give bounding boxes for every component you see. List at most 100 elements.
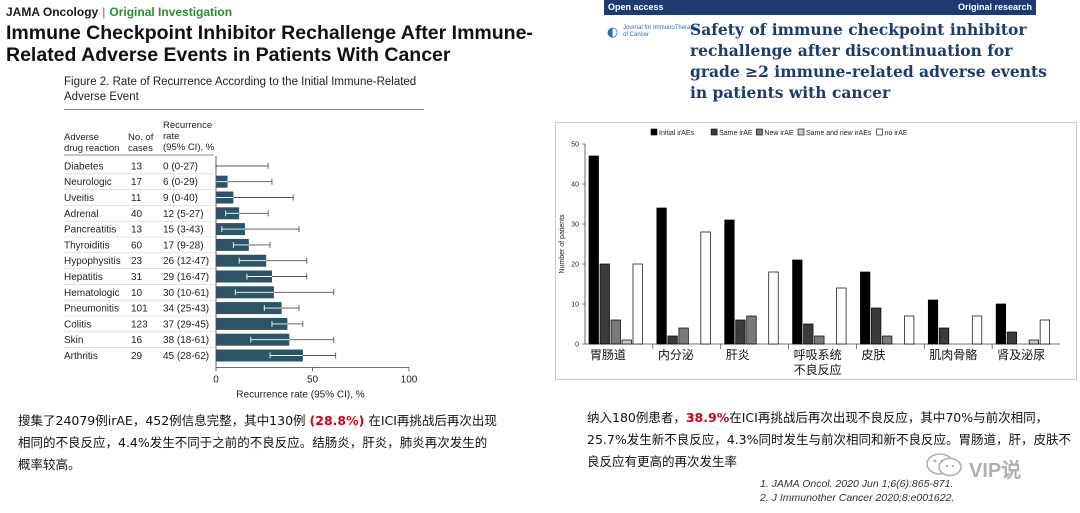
legend-swatch [650, 128, 658, 136]
category-label: Thyroiditis [64, 240, 110, 251]
cases-label: 11 [131, 193, 142, 204]
right-article-title: Safety of immune checkpoint inhibitor re… [690, 20, 1047, 102]
column-header: Adverse drug reaction [64, 132, 119, 154]
bar [814, 335, 825, 345]
bar [216, 317, 288, 330]
bar [1028, 339, 1039, 345]
rate-label: 6 (0-29) [163, 177, 198, 188]
legend-label: no irAE [885, 130, 908, 137]
left-article-title: Immune Checkpoint Inhibitor Rechallenge … [6, 22, 533, 66]
legend-label: New irAE [764, 130, 794, 137]
journal-separator: | [102, 5, 106, 19]
cases-label: 23 [131, 256, 143, 267]
jitc-logo: ◐ Journal for ImmunoTherapy of Cancer [607, 22, 697, 46]
legend-label: Initial irAEs [659, 130, 695, 137]
open-access-label: Open access [608, 2, 664, 12]
reference-1: 1. JAMA Oncol. 2020 Jun 1;6(6):865-871. [760, 478, 954, 490]
category-label: Pancreatitis [64, 225, 116, 236]
bar [871, 307, 882, 345]
bar [610, 319, 621, 345]
watermark: VIP说 [925, 452, 1055, 482]
y-axis-label: Number of patients [559, 214, 566, 274]
category-label: Arthritis [64, 351, 98, 362]
category-label: Adrenal [64, 209, 98, 220]
bar [768, 271, 779, 345]
open-access-bar: Open access Original research [604, 0, 1036, 15]
rate-label: 29 (16-47) [163, 272, 209, 283]
bar [792, 259, 803, 345]
category-label: Neurologic [64, 177, 112, 188]
category-label: 肾及泌尿 [997, 348, 1045, 362]
left-summary-post: 在ICI再挑战后再次出现相同的不良反应，4.4%发生不同于之前的不良反应。结肠炎… [18, 413, 497, 472]
rate-label: 17 (9-28) [163, 240, 204, 251]
rate-label: 12 (5-27) [163, 209, 204, 220]
bar [667, 335, 678, 345]
references: 1. JAMA Oncol. 2020 Jun 1;6(6):865-871. … [760, 477, 954, 505]
rate-label: 26 (12-47) [163, 256, 209, 267]
bar [621, 339, 632, 345]
rate-label: 38 (18-61) [163, 335, 209, 346]
y-tick-label: 10 [571, 302, 579, 309]
bar [216, 238, 249, 251]
right-summary-pre: 纳入180例患者， [587, 410, 686, 425]
y-tick-label: 50 [571, 142, 579, 149]
left-summary-pre: 搜集了24079例irAE，452例信息完整，其中130例 [18, 413, 306, 428]
bar [1039, 319, 1050, 345]
cases-label: 13 [131, 225, 143, 236]
rate-label: 9 (0-40) [163, 193, 198, 204]
bar [678, 327, 689, 345]
rate-label: 45 (28-62) [163, 351, 209, 362]
cases-label: 29 [131, 351, 143, 362]
jitc-logo-icon: ◐ [607, 25, 619, 40]
bar [216, 349, 303, 362]
y-tick-label: 40 [571, 182, 579, 189]
legend-label: Same irAE [719, 130, 753, 137]
watermark-text: VIP说 [969, 460, 1022, 482]
bar [803, 323, 814, 345]
cases-label: 60 [131, 240, 143, 251]
bar [904, 315, 915, 345]
bar [216, 270, 272, 283]
left-panel: JAMA Oncology | Original Investigation Imm… [6, 5, 533, 476]
right-summary-post: 在ICI再挑战后再次出现不良反应，其中70%与前次相同，25.7%发生新不良反应… [587, 410, 1071, 469]
bar [216, 302, 282, 315]
cases-label: 13 [131, 161, 143, 172]
rate-label: 0 (0-27) [163, 161, 198, 172]
right-summary: 纳入180例患者，38.9%在ICI再挑战后再次出现不良反应，其中70%与前次相… [587, 407, 1072, 473]
left-summary: 搜集了24079例irAE，452例信息完整，其中130例 (28.8%) 在I… [18, 410, 498, 476]
original-research-label: Original research [957, 2, 1032, 12]
bar [860, 271, 871, 345]
rate-label: 37 (29-45) [163, 319, 209, 330]
bar [700, 231, 711, 345]
cases-label: 10 [131, 288, 143, 299]
category-label: 肌肉骨骼 [929, 347, 977, 362]
left-summary-highlight: (28.8%) [309, 413, 365, 428]
bar [735, 319, 746, 345]
chart-frame [555, 122, 1077, 380]
category-label: Pneumonitis [64, 304, 119, 315]
y-tick-label: 30 [571, 222, 579, 229]
cases-label: 40 [131, 209, 143, 220]
bar [656, 207, 667, 345]
category-label: Diabetes [64, 161, 103, 172]
bar [836, 287, 847, 345]
x-tick-label: 50 [307, 374, 319, 385]
bar [1006, 331, 1017, 345]
bar [927, 299, 939, 345]
legend-swatch [756, 128, 763, 136]
category-label: Colitis [64, 319, 91, 330]
category-label: Skin [64, 335, 83, 346]
journal-name: JAMA Oncology [6, 5, 99, 19]
article-type: Original Investigation [109, 5, 233, 19]
reference-2: 2. J Immunother Cancer 2020;8:e001622. [760, 492, 955, 504]
column-header: Recurrence rate (95% CI), % [163, 120, 215, 153]
bar [746, 315, 757, 345]
y-tick-label: 0 [575, 342, 579, 349]
journal-header: JAMA Oncology | Original Investigation [6, 5, 232, 19]
category-label: Hepatitis [64, 272, 103, 283]
category-label: 呼吸系统不良反应 [794, 348, 842, 377]
legend-label: Same and new irAEs [806, 130, 872, 137]
rate-label: 30 (10-61) [163, 288, 209, 299]
rate-label: 34 (25-43) [163, 304, 209, 315]
figure-caption: Figure 2. Rate of Recurrence According t… [64, 75, 424, 110]
